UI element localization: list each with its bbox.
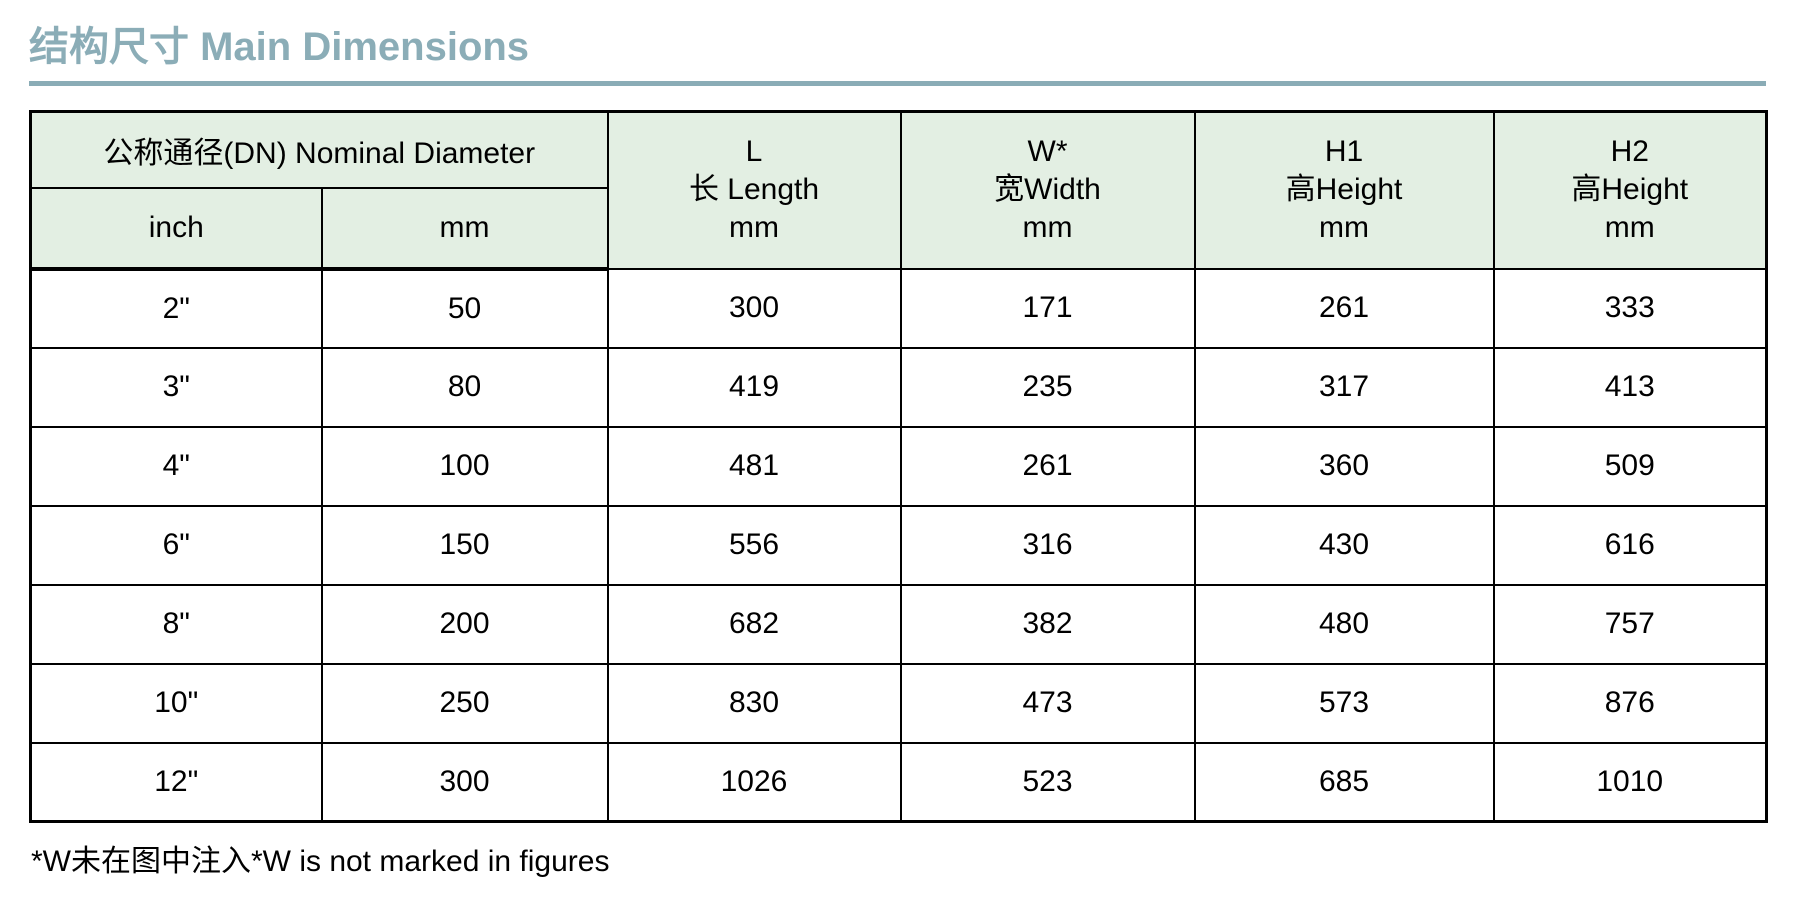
table-row: 10" 250 830 473 573 876 [29, 662, 1768, 744]
col-header-mm: mm [320, 186, 609, 271]
cell-W: 171 [899, 267, 1196, 349]
footnote: *W未在图中注入*W is not marked in figures [31, 845, 610, 878]
page-title: 结构尺寸 Main Dimensions [29, 25, 530, 69]
table-header: 公称通径(DN) Nominal Diameter L 长 Length mm … [29, 110, 1768, 271]
table-row: 2" 50 300 171 261 333 [29, 267, 1768, 349]
cell-H2: 1010 [1492, 741, 1768, 823]
title-underline-rule [29, 81, 1766, 86]
main-dimensions-table: 公称通径(DN) Nominal Diameter L 长 Length mm … [29, 110, 1768, 823]
cell-W: 235 [899, 346, 1196, 428]
cell-H2: 876 [1492, 662, 1768, 744]
cell-W: 523 [899, 741, 1196, 823]
header-sub-row: inch mm [29, 186, 1767, 271]
cell-inch: 8" [29, 583, 323, 665]
cell-inch: 6" [29, 504, 323, 586]
cell-mm: 300 [320, 741, 609, 823]
cell-H1: 360 [1193, 425, 1495, 507]
cell-W: 316 [899, 504, 1196, 586]
cell-L: 556 [606, 504, 902, 586]
cell-inch: 3" [29, 346, 323, 428]
cell-H2: 616 [1492, 504, 1768, 586]
cell-H1: 685 [1193, 741, 1495, 823]
cell-mm: 200 [320, 583, 609, 665]
cell-L: 830 [606, 662, 902, 744]
cell-mm: 50 [320, 267, 609, 349]
cell-H1: 261 [1193, 267, 1495, 349]
cell-mm: 80 [320, 346, 609, 428]
datasheet-page: 结构尺寸 Main Dimensions 公称通径(DN) Nominal Di… [29, 25, 1768, 878]
cell-mm: 100 [320, 425, 609, 507]
cell-L: 682 [606, 583, 902, 665]
col-header-height-h2: H2 高Height mm [1492, 110, 1768, 270]
col-header-inch: inch [29, 186, 323, 271]
cell-H2: 509 [1492, 425, 1768, 507]
table-row: 8" 200 682 382 480 757 [29, 583, 1768, 665]
cell-H1: 573 [1193, 662, 1495, 744]
cell-mm: 250 [320, 662, 609, 744]
cell-W: 261 [899, 425, 1196, 507]
table-row: 6" 150 556 316 430 616 [29, 504, 1768, 586]
cell-inch: 2" [29, 267, 323, 349]
cell-inch: 4" [29, 425, 323, 507]
cell-W: 382 [899, 583, 1196, 665]
table-row: 4" 100 481 261 360 509 [29, 425, 1768, 507]
cell-W: 473 [899, 662, 1196, 744]
col-header-height-h1: H1 高Height mm [1193, 110, 1495, 270]
table-row: 12" 300 1026 523 685 1010 [29, 741, 1768, 823]
cell-H2: 757 [1492, 583, 1768, 665]
cell-L: 1026 [606, 741, 902, 823]
header-group-row: 公称通径(DN) Nominal Diameter L 长 Length mm … [29, 110, 1768, 270]
cell-L: 419 [606, 346, 902, 428]
table-body: 2" 50 300 171 261 333 3" 80 419 235 317 413 4" 100 481… [29, 267, 1768, 823]
cell-H2: 413 [1492, 346, 1768, 428]
cell-L: 300 [606, 267, 902, 349]
cell-H1: 317 [1193, 346, 1495, 428]
cell-H1: 430 [1193, 504, 1495, 586]
table-row: 3" 80 419 235 317 413 [29, 346, 1768, 428]
cell-inch: 10" [29, 662, 323, 744]
col-header-width-w: W* 宽Width mm [899, 110, 1196, 270]
col-header-nominal-diameter: 公称通径(DN) Nominal Diameter [29, 110, 609, 189]
cell-H2: 333 [1492, 267, 1768, 349]
cell-mm: 150 [320, 504, 609, 586]
cell-L: 481 [606, 425, 902, 507]
cell-H1: 480 [1193, 583, 1495, 665]
cell-inch: 12" [29, 741, 323, 823]
col-header-length-l: L 长 Length mm [606, 110, 902, 270]
